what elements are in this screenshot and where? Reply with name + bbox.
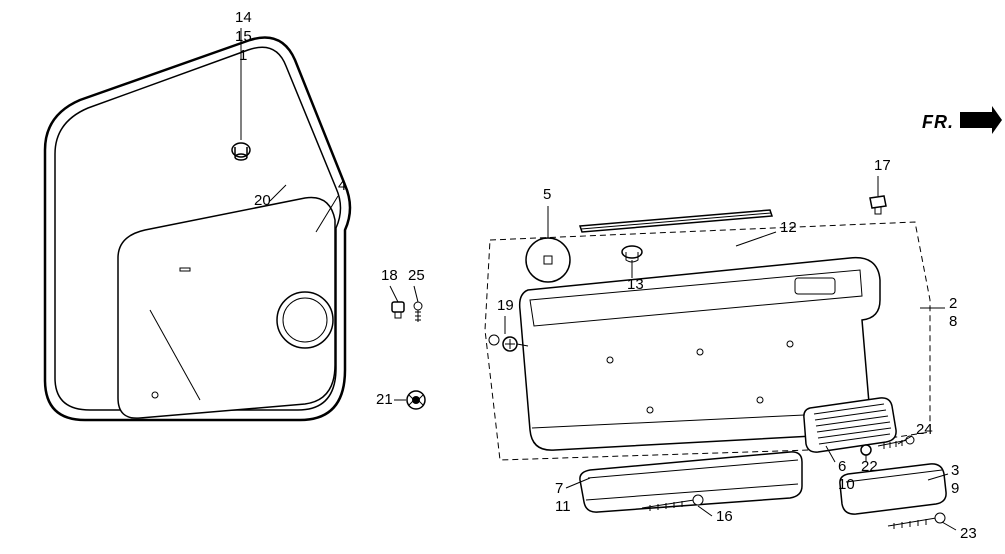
callout-25: 25 [408, 267, 425, 284]
part-armrest [840, 464, 946, 514]
callout-19: 19 [497, 297, 514, 314]
callout-1: 1 [239, 47, 247, 64]
part-lower-pocket [580, 452, 802, 512]
fr-direction-indicator: FR. [922, 106, 1002, 134]
fr-label: FR. [922, 112, 954, 132]
callout-9: 9 [951, 480, 959, 497]
callout-23: 23 [960, 525, 977, 542]
callout-8: 8 [949, 313, 957, 330]
callout-10: 10 [838, 476, 855, 493]
callout-18: 18 [381, 267, 398, 284]
callout-14: 14 [235, 9, 252, 26]
callout-16: 16 [716, 508, 733, 525]
callout-4: 4 [338, 177, 346, 194]
callout-24: 24 [916, 421, 933, 438]
diagram-canvas: FR. [0, 0, 1005, 554]
callout-6: 6 [838, 458, 846, 475]
callout-7: 7 [555, 480, 563, 497]
part-plug-top [232, 143, 250, 160]
part-screw-23 [888, 513, 945, 529]
part-screw-25 [414, 302, 422, 322]
callout-11: 11 [555, 498, 571, 515]
callout-20: 20 [254, 192, 271, 209]
callout-5: 5 [543, 186, 551, 203]
callout-3: 3 [951, 462, 959, 479]
callout-12: 12 [780, 219, 797, 236]
part-grommet-21 [407, 391, 425, 409]
part-pad-5 [526, 238, 570, 282]
part-seal-plate [118, 197, 335, 418]
callout-2: 2 [949, 295, 957, 312]
part-clip-18 [392, 302, 404, 318]
callout-13: 13 [627, 276, 644, 293]
callout-17: 17 [874, 157, 891, 174]
part-clip-22 [861, 445, 871, 455]
callout-21: 21 [376, 391, 393, 408]
fr-arrow-icon [960, 106, 1002, 134]
part-molding-12 [580, 210, 772, 232]
part-fastener-13 [622, 246, 642, 262]
part-clip-17 [870, 196, 886, 214]
callout-15: 15 [235, 28, 252, 45]
callout-22: 22 [861, 458, 878, 475]
